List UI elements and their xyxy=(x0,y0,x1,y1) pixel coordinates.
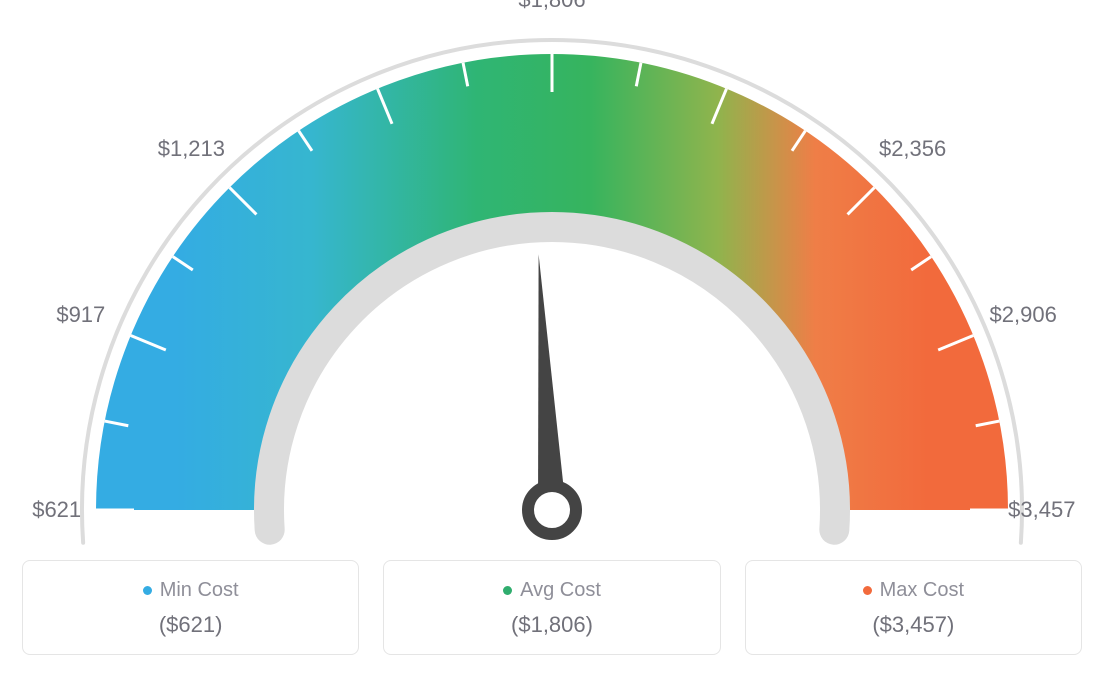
dot-avg-icon xyxy=(503,586,512,595)
card-max-cost: Max Cost ($3,457) xyxy=(745,560,1082,655)
card-min-title-row: Min Cost xyxy=(143,579,239,602)
gauge-tick-label: $1,213 xyxy=(158,136,225,162)
gauge-tick-label: $1,806 xyxy=(518,0,585,13)
card-min-title: Min Cost xyxy=(160,579,239,602)
card-max-title: Max Cost xyxy=(880,579,964,602)
card-avg-value: ($1,806) xyxy=(511,612,593,638)
gauge-tick-label: $2,356 xyxy=(879,136,946,162)
card-min-value: ($621) xyxy=(159,612,223,638)
dot-max-icon xyxy=(863,586,872,595)
gauge-tick-label: $621 xyxy=(32,497,81,523)
gauge-tick-label: $2,906 xyxy=(990,302,1057,328)
cost-gauge: $621 $917 $1,213 $1,806 $2,356 $2,906 $3,457 xyxy=(0,0,1104,560)
card-min-cost: Min Cost ($621) xyxy=(22,560,359,655)
gauge-svg xyxy=(0,0,1104,560)
card-avg-title-row: Avg Cost xyxy=(503,579,601,602)
dot-min-icon xyxy=(143,586,152,595)
card-avg-cost: Avg Cost ($1,806) xyxy=(383,560,720,655)
card-avg-title: Avg Cost xyxy=(520,579,601,602)
gauge-tick-label: $3,457 xyxy=(1008,497,1075,523)
legend-row: Min Cost ($621) Avg Cost ($1,806) Max Co… xyxy=(22,560,1082,655)
card-max-title-row: Max Cost xyxy=(863,579,964,602)
card-max-value: ($3,457) xyxy=(872,612,954,638)
gauge-tick-label: $917 xyxy=(56,302,105,328)
